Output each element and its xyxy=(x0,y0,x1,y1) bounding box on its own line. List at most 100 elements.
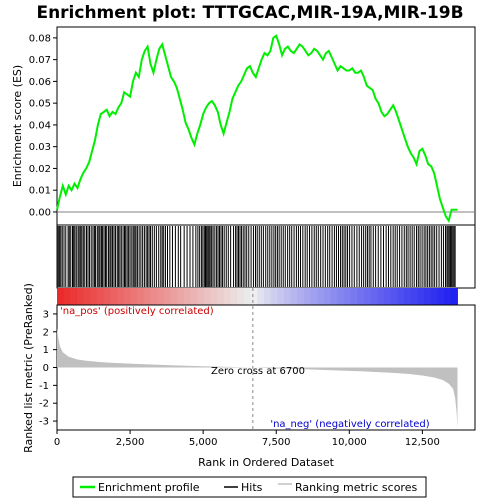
color-bar-segment xyxy=(217,288,225,305)
legend-frame xyxy=(72,476,427,498)
color-bar-segment xyxy=(297,288,305,305)
color-bar-segment xyxy=(337,288,345,305)
color-bar-segment xyxy=(390,288,398,305)
color-bar-segment xyxy=(377,288,385,305)
rank-x-tick-label: 0 xyxy=(54,437,60,448)
es-y-tick-label: 0.02 xyxy=(29,164,51,175)
rank-x-tick-label: 12,500 xyxy=(405,437,440,448)
color-bar-segment xyxy=(157,288,165,305)
color-bar-segment xyxy=(343,288,352,305)
es-y-tick-label: 0.01 xyxy=(29,186,51,197)
hits-panel xyxy=(56,224,476,289)
color-bar-segment xyxy=(150,288,158,305)
chart-title: Enrichment plot: TTTGCAC,MIR-19A,MIR-19B xyxy=(36,3,463,23)
color-bar-segment xyxy=(323,288,332,305)
color-bar-segment xyxy=(277,288,285,305)
negative-correlation-label: 'na_neg' (negatively correlated) xyxy=(270,419,429,430)
color-bar-segment xyxy=(57,288,65,305)
rank-y-tick-label: -3 xyxy=(39,417,49,428)
color-bar-segment xyxy=(197,288,205,305)
legend-label-enrichment: Enrichment profile xyxy=(98,481,200,494)
enrichment-profile-line xyxy=(56,34,458,223)
rank-x-tick-label: 5,000 xyxy=(189,437,218,448)
color-bar-segment xyxy=(177,288,185,305)
rank-y-tick-label: 3 xyxy=(43,309,49,320)
es-y-tick-label: 0.00 xyxy=(29,207,51,218)
color-bar-segment xyxy=(250,288,258,305)
color-bar-segment xyxy=(137,288,145,305)
rank-x-tick-label: 7,500 xyxy=(262,437,291,448)
legend: Enrichment profile Hits Ranking metric s… xyxy=(72,476,427,498)
color-bar-segment xyxy=(130,288,138,305)
rank-x-ticks: 0 2,500 5,000 7,500 10,000 12,500 xyxy=(54,430,440,448)
es-y-tick-label: 0.06 xyxy=(29,77,51,88)
color-bar-segment xyxy=(417,288,425,305)
rank-x-tick-label: 2,500 xyxy=(116,437,145,448)
color-bar-segment xyxy=(143,288,151,305)
rank-color-bar xyxy=(57,288,458,305)
color-bar-segment xyxy=(397,288,405,305)
rank-y-tick-label: -2 xyxy=(39,399,49,410)
color-bar-segment xyxy=(190,288,198,305)
color-bar-segment xyxy=(70,288,78,305)
color-bar-segment xyxy=(450,288,458,305)
color-bar-segment xyxy=(230,288,238,305)
color-bar-segment xyxy=(404,288,412,305)
color-bar-segment xyxy=(243,288,252,305)
color-bar-segment xyxy=(123,288,131,305)
color-bar-segment xyxy=(384,288,392,305)
color-bar-segment xyxy=(424,288,432,305)
es-panel-frame xyxy=(56,26,476,226)
color-bar-segment xyxy=(263,288,272,305)
color-bar-segment xyxy=(437,288,445,305)
zero-cross-label: Zero cross at 6700 xyxy=(211,366,305,377)
color-bar-segment xyxy=(110,288,118,305)
color-bar-segment xyxy=(237,288,245,305)
rank-x-axis-label: Rank in Ordered Dataset xyxy=(198,456,335,469)
rank-y-tick-label: 0 xyxy=(43,363,49,374)
es-y-tick-label: 0.08 xyxy=(29,33,51,44)
rank-y-tick-label: 1 xyxy=(43,345,49,356)
rank-y-axis-label: Ranked list metric (PreRanked) xyxy=(22,283,35,453)
es-y-axis-label: Enrichment score (ES) xyxy=(11,65,24,187)
es-panel: 0.00 0.01 0.02 0.03 0.04 0.05 0.06 0.07 0.08 Enr… xyxy=(11,26,476,226)
es-y-ticks: 0.00 0.01 0.02 0.03 0.04 0.05 0.06 0.07 0.08 xyxy=(29,33,57,218)
color-bar-segment xyxy=(170,288,178,305)
color-bar-segment xyxy=(310,288,318,305)
rank-y-tick-label: 2 xyxy=(43,327,49,338)
color-bar-segment xyxy=(210,288,218,305)
color-bar-segment xyxy=(97,288,105,305)
color-bar-segment xyxy=(223,288,232,305)
color-bar-segment xyxy=(430,288,438,305)
color-bar-segment xyxy=(410,288,418,305)
rank-y-ticks: 3 2 1 0 -1 -2 -3 xyxy=(39,309,57,428)
color-bar-segment xyxy=(290,288,298,305)
color-bar-segment xyxy=(270,288,278,305)
es-y-tick-label: 0.04 xyxy=(29,120,51,131)
color-bar-segment xyxy=(444,288,452,305)
es-y-tick-label: 0.05 xyxy=(29,99,51,110)
color-bar-segment xyxy=(370,288,378,305)
color-bar-segment xyxy=(203,288,212,305)
color-bar-segment xyxy=(364,288,372,305)
color-bar-segment xyxy=(257,288,265,305)
color-bar-segment xyxy=(350,288,358,305)
rank-x-tick-label: 10,000 xyxy=(332,437,367,448)
legend-label-metric: Ranking metric scores xyxy=(295,481,417,494)
hit-lines xyxy=(56,226,456,287)
color-bar-segment xyxy=(283,288,292,305)
color-bar-segment xyxy=(77,288,85,305)
color-bar-segment xyxy=(317,288,325,305)
color-bar-segment xyxy=(303,288,312,305)
es-y-tick-label: 0.07 xyxy=(29,55,51,66)
color-bar-segment xyxy=(83,288,91,305)
color-bar-segment xyxy=(63,288,71,305)
es-y-tick-label: 0.03 xyxy=(29,142,51,153)
rank-y-tick-label: -1 xyxy=(39,381,49,392)
color-bar-segment xyxy=(163,288,171,305)
color-bar-segment xyxy=(357,288,365,305)
color-bar-segment xyxy=(90,288,98,305)
color-bar-segment xyxy=(103,288,111,305)
